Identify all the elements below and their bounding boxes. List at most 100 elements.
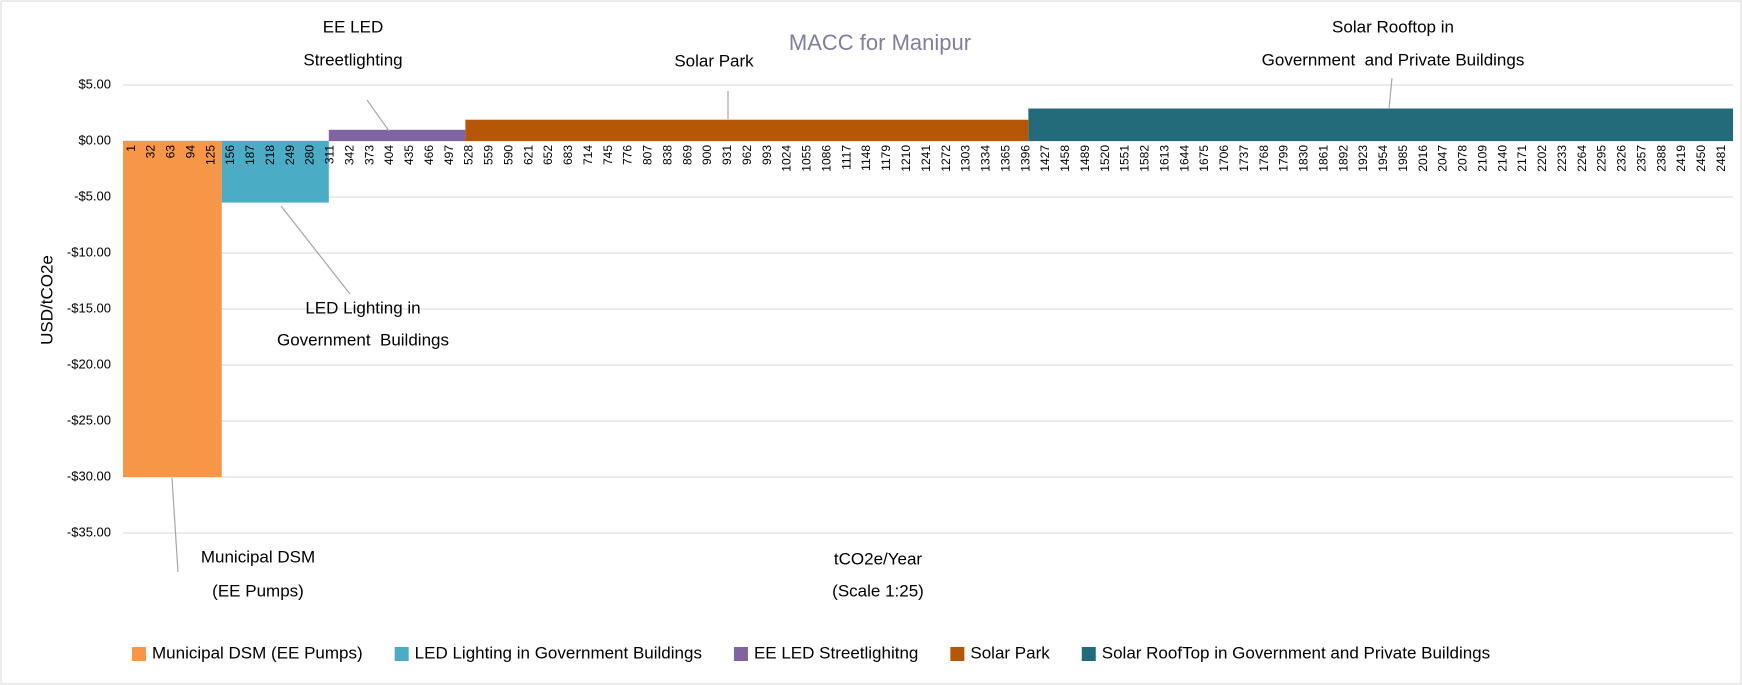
x-tick-label: 187 [243, 145, 257, 165]
bar [328, 129, 466, 141]
x-tick-label: 1985 [1396, 145, 1410, 172]
leader-line [366, 99, 390, 132]
x-tick-label: 311 [323, 145, 337, 164]
x-tick-label: 1706 [1217, 145, 1231, 172]
x-tick-label: 2016 [1416, 145, 1430, 172]
x-tick-label: 1241 [919, 145, 933, 172]
x-tick-label: 652 [541, 145, 555, 165]
x-tick-label: 2450 [1694, 145, 1708, 172]
bar [465, 119, 1029, 141]
x-tick-label: 1582 [1138, 145, 1152, 172]
x-tick-label: 1396 [1018, 145, 1032, 172]
x-tick-label: 1365 [998, 145, 1012, 172]
x-tick-label: 32 [144, 145, 158, 159]
y-tick-label: -$10.00 [67, 244, 111, 259]
x-tick-label: 1799 [1277, 145, 1291, 172]
x-tick-label: 2326 [1615, 145, 1629, 172]
x-tick-label: 2078 [1456, 145, 1470, 172]
x-tick-label: 559 [482, 145, 496, 165]
y-tick-label: -$15.00 [67, 300, 111, 315]
x-tick-label: 962 [740, 145, 754, 165]
x-tick-label: 466 [422, 145, 436, 165]
y-tick-label: -$35.00 [67, 524, 111, 539]
x-tick-label: 1830 [1297, 145, 1311, 172]
x-axis-label: tCO2e/Year [834, 549, 923, 568]
x-tick-label: 528 [462, 145, 476, 165]
legend-label: Municipal DSM (EE Pumps) [152, 643, 363, 662]
x-tick-label: 2481 [1714, 145, 1728, 172]
leader-line [1388, 77, 1393, 110]
x-tick-label: 156 [223, 145, 237, 165]
x-tick-label: 1551 [1118, 145, 1132, 172]
x-tick-label: 404 [382, 145, 396, 165]
x-tick-label: 1520 [1098, 145, 1112, 172]
x-tick-label: 1458 [1058, 145, 1072, 172]
annotation: Government Buildings [277, 330, 449, 349]
annotation: LED Lighting in [305, 298, 420, 317]
legend-swatch [950, 647, 965, 661]
x-tick-label: 1272 [939, 145, 953, 172]
y-tick-label: $5.00 [78, 76, 111, 91]
leader-line [171, 477, 179, 573]
x-tick-label: 1 [124, 145, 138, 152]
x-tick-label: 218 [263, 145, 277, 165]
x-axis-label: (Scale 1:25) [832, 581, 924, 600]
x-tick-label: 838 [660, 145, 674, 165]
x-tick-label: 2419 [1674, 145, 1688, 172]
x-tick-label: 1055 [800, 145, 814, 172]
x-tick-label: 2047 [1436, 145, 1450, 172]
annotation: Municipal DSM [201, 547, 315, 566]
x-tick-label: 590 [501, 145, 515, 165]
x-tick-label: 1117 [839, 145, 853, 170]
legend-swatch [132, 647, 146, 661]
x-tick-label: 280 [303, 145, 317, 165]
x-tick-label: 1024 [780, 145, 794, 172]
y-tick-label: -$25.00 [67, 412, 111, 427]
y-tick-label: -$20.00 [67, 356, 111, 371]
x-tick-label: 776 [621, 145, 635, 165]
y-tick-label: -$5.00 [74, 188, 111, 203]
x-tick-label: 342 [342, 145, 356, 165]
legend-label: Solar RoofTop in Government and Private … [1102, 643, 1490, 662]
x-tick-label: 2357 [1634, 145, 1648, 172]
y-tick-label: $0.00 [78, 132, 111, 147]
legend-label: Solar Park [970, 643, 1050, 662]
x-tick-label: 1923 [1356, 145, 1370, 172]
x-tick-label: 1954 [1376, 145, 1390, 172]
leader-line [280, 205, 351, 295]
x-tick-label: 993 [760, 145, 774, 165]
x-tick-label: 435 [402, 145, 416, 165]
x-tick-label: 497 [442, 145, 456, 165]
x-tick-label: 2109 [1475, 145, 1489, 172]
x-tick-label: 1148 [859, 145, 873, 171]
x-tick-label: 2388 [1654, 145, 1668, 172]
x-tick-label: 1210 [899, 145, 913, 172]
x-tick-label: 1489 [1078, 145, 1092, 172]
x-tick-label: 2171 [1515, 145, 1529, 172]
y-axis-label: USD/tCO2e [37, 255, 56, 345]
x-tick-label: 1644 [1177, 145, 1191, 172]
x-tick-label: 807 [641, 145, 655, 165]
x-tick-label: 1768 [1257, 145, 1271, 172]
annotation: EE LED [323, 17, 383, 36]
x-tick-label: 745 [601, 145, 615, 165]
x-tick-label: 931 [720, 145, 734, 165]
bar [123, 141, 222, 477]
x-tick-label: 94 [183, 145, 197, 159]
x-tick-label: 63 [164, 145, 178, 159]
x-tick-label: 1613 [1157, 145, 1171, 172]
legend-swatch [1081, 647, 1096, 661]
legend-label: LED Lighting in Government Buildings [415, 643, 702, 662]
bar [221, 141, 329, 203]
annotation: Streetlighting [303, 50, 402, 69]
x-tick-label: 2202 [1535, 145, 1549, 172]
x-tick-label: 1861 [1316, 145, 1330, 172]
bar [1028, 108, 1733, 141]
x-tick-label: 1675 [1197, 145, 1211, 172]
x-tick-label: 1303 [959, 145, 973, 172]
x-tick-label: 373 [362, 145, 376, 165]
x-tick-label: 714 [581, 145, 595, 165]
x-tick-label: 1892 [1336, 145, 1350, 172]
